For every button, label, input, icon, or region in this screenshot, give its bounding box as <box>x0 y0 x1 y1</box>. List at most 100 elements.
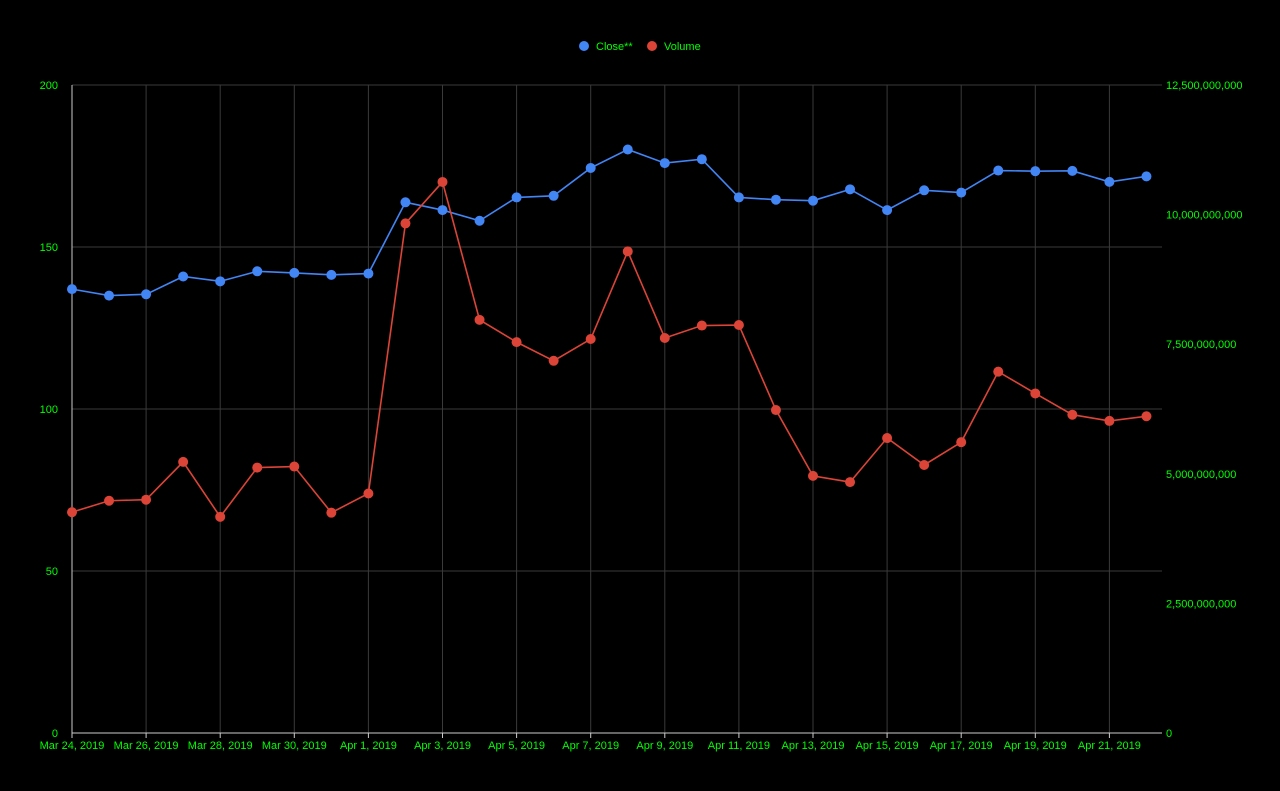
series-close <box>67 144 1152 301</box>
data-point[interactable] <box>178 271 189 282</box>
data-point[interactable] <box>289 461 300 472</box>
data-point[interactable] <box>585 162 596 173</box>
right-axis-tick-label: 5,000,000,000 <box>1166 469 1236 481</box>
x-axis-tick-label: Mar 24, 2019 <box>40 740 105 752</box>
legend-marker-icon <box>647 41 657 51</box>
data-point[interactable] <box>622 144 633 155</box>
right-axis-tick-label: 2,500,000,000 <box>1166 598 1236 610</box>
data-point[interactable] <box>252 462 263 473</box>
right-axis-tick-label: 0 <box>1166 728 1172 740</box>
data-point[interactable] <box>215 276 226 287</box>
right-axis-tick-label: 12,500,000,000 <box>1166 80 1242 92</box>
x-axis-tick-label: Apr 1, 2019 <box>340 740 397 752</box>
data-point[interactable] <box>400 197 411 208</box>
x-axis-tick-label: Apr 11, 2019 <box>708 740 770 752</box>
legend-label: Close** <box>596 41 633 53</box>
data-point[interactable] <box>1030 388 1041 399</box>
data-point[interactable] <box>956 437 967 448</box>
data-point[interactable] <box>993 366 1004 377</box>
data-point[interactable] <box>845 184 856 195</box>
data-point[interactable] <box>104 495 115 506</box>
data-point[interactable] <box>548 355 559 366</box>
data-point[interactable] <box>733 192 744 203</box>
data-point[interactable] <box>215 511 226 522</box>
data-point[interactable] <box>326 507 337 518</box>
x-axis-tick-label: Apr 15, 2019 <box>856 740 919 752</box>
series-volume <box>67 176 1152 522</box>
left-axis-tick-label: 200 <box>40 80 58 92</box>
left-axis-tick-label: 100 <box>40 404 58 416</box>
x-axis-tick-label: Mar 26, 2019 <box>114 740 179 752</box>
data-point[interactable] <box>919 459 930 470</box>
data-point[interactable] <box>548 190 559 201</box>
data-point[interactable] <box>1141 171 1152 182</box>
data-point[interactable] <box>252 266 263 277</box>
data-point[interactable] <box>289 267 300 278</box>
data-point[interactable] <box>659 158 670 169</box>
data-point[interactable] <box>363 268 374 279</box>
x-axis-tick-label: Apr 21, 2019 <box>1078 740 1141 752</box>
data-point[interactable] <box>511 192 522 203</box>
data-point[interactable] <box>326 269 337 280</box>
x-axis-tick-label: Mar 28, 2019 <box>188 740 253 752</box>
data-point[interactable] <box>882 433 893 444</box>
data-point[interactable] <box>956 187 967 198</box>
x-axis-tick-label: Apr 3, 2019 <box>414 740 471 752</box>
x-axis-ticks: Mar 24, 2019 Mar 26, 2019 Mar 28, 2019 Mar … <box>40 733 1141 752</box>
data-point[interactable] <box>400 218 411 229</box>
data-point[interactable] <box>104 290 115 301</box>
data-point[interactable] <box>437 205 448 216</box>
x-axis-tick-label: Apr 17, 2019 <box>930 740 993 752</box>
x-axis-tick-label: Mar 30, 2019 <box>262 740 327 752</box>
legend-item[interactable]: Volume <box>647 41 701 53</box>
x-axis-tick-label: Apr 19, 2019 <box>1004 740 1067 752</box>
right-axis-tick-label: 7,500,000,000 <box>1166 339 1236 351</box>
legend-label: Volume <box>664 41 701 53</box>
data-point[interactable] <box>511 337 522 348</box>
data-point[interactable] <box>882 205 893 216</box>
data-point[interactable] <box>659 332 670 343</box>
x-axis-tick-label: Apr 13, 2019 <box>782 740 845 752</box>
data-point[interactable] <box>770 405 781 416</box>
data-point[interactable] <box>1030 166 1041 177</box>
data-point[interactable] <box>474 314 485 325</box>
data-point[interactable] <box>808 470 818 481</box>
data-point[interactable] <box>585 334 596 345</box>
legend-marker-icon <box>579 41 589 51</box>
data-point[interactable] <box>1104 415 1115 426</box>
data-point[interactable] <box>141 494 152 505</box>
data-point[interactable] <box>808 195 818 206</box>
x-axis-tick-label: Apr 5, 2019 <box>488 740 545 752</box>
data-point[interactable] <box>993 165 1004 176</box>
data-point[interactable] <box>733 320 744 331</box>
data-point[interactable] <box>1141 411 1152 422</box>
data-point[interactable] <box>919 185 930 196</box>
data-point[interactable] <box>363 488 374 499</box>
series-line <box>71 148 1147 297</box>
x-axis-tick-label: Apr 7, 2019 <box>562 740 619 752</box>
series-line <box>71 180 1147 519</box>
right-axis-tick-label: 10,000,000,000 <box>1166 210 1242 222</box>
data-point[interactable] <box>437 176 448 187</box>
data-point[interactable] <box>1067 409 1078 420</box>
left-axis-ticks: 0 50 100 150 200 <box>40 80 58 740</box>
legend: Close** Volume <box>579 41 701 53</box>
data-point[interactable] <box>845 477 856 488</box>
data-point[interactable] <box>67 284 77 295</box>
data-point[interactable] <box>1104 176 1115 187</box>
data-point[interactable] <box>67 507 77 518</box>
data-point[interactable] <box>1067 165 1078 176</box>
data-point[interactable] <box>474 215 485 226</box>
right-axis-ticks: 0 2,500,000,000 5,000,000,000 7,500,000,000… <box>1166 80 1242 740</box>
x-axis-tick-label: Apr 9, 2019 <box>636 740 693 752</box>
legend-item[interactable]: Close** <box>579 41 633 53</box>
data-point[interactable] <box>141 289 152 300</box>
data-point[interactable] <box>622 246 633 257</box>
data-point[interactable] <box>178 456 189 467</box>
data-point[interactable] <box>696 320 707 331</box>
data-point[interactable] <box>696 154 707 165</box>
data-point[interactable] <box>770 194 781 205</box>
